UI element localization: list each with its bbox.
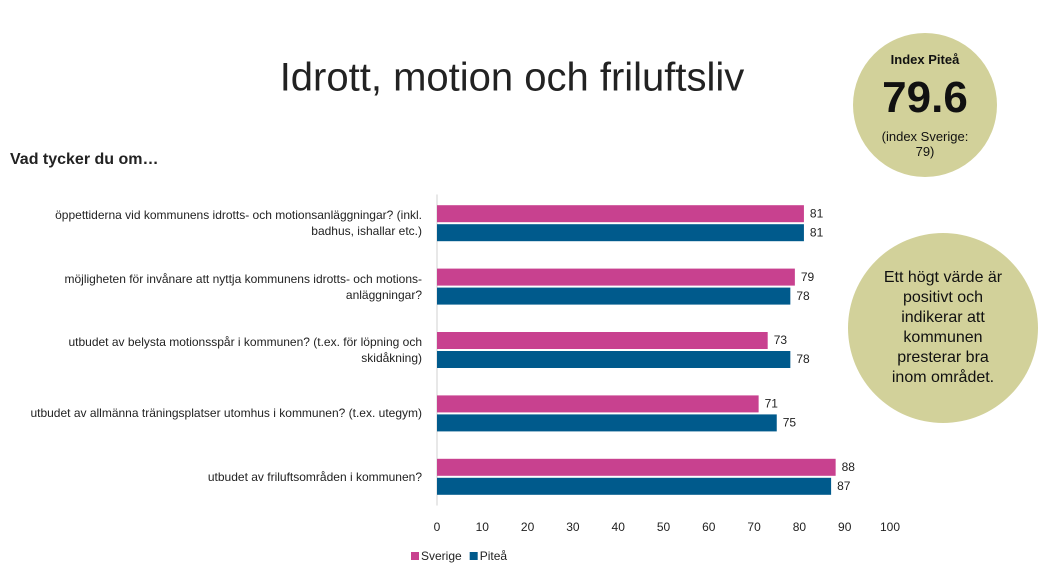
bar	[437, 332, 768, 349]
category-label: utbudet av friluftsområden i kommunen?	[207, 469, 422, 484]
data-label: 78	[796, 352, 810, 366]
x-tick-label: 30	[566, 520, 580, 534]
x-tick-label: 90	[838, 520, 852, 534]
index-value: 79.6	[882, 72, 968, 122]
x-tick-label: 60	[702, 520, 716, 534]
index-label: Index Piteå	[890, 51, 960, 67]
legend-swatch	[411, 552, 419, 560]
data-label: 78	[796, 289, 810, 303]
data-label: 73	[774, 333, 788, 347]
category-label: öppettiderna vid kommunens idrotts- och …	[55, 208, 422, 239]
data-label: 71	[765, 397, 779, 411]
data-label: 87	[837, 479, 851, 493]
note: Ett högt värde är positivt och indikerar…	[883, 269, 1003, 386]
x-tick-label: 70	[747, 520, 761, 534]
index-note: (index Sverige: 79)	[881, 128, 969, 159]
x-tick-label: 40	[612, 520, 626, 534]
bar	[437, 287, 791, 305]
x-tick-label: 10	[476, 520, 490, 534]
bar	[437, 414, 777, 432]
legend-swatch	[469, 552, 478, 560]
index-circle: Index Piteå 79.6 (index Sverige: 79)	[853, 33, 997, 177]
bar	[437, 205, 804, 223]
x-tick-label: 100	[880, 520, 900, 534]
data-label: 81	[810, 206, 824, 220]
x-tick-label: 50	[657, 520, 671, 534]
bar	[437, 224, 804, 242]
bar	[437, 351, 791, 368]
category-label: utbudet av belysta motionsspår i kommune…	[68, 335, 422, 365]
legend-label: Piteå	[480, 549, 508, 563]
data-label: 79	[801, 270, 815, 284]
x-tick-label: 80	[793, 520, 807, 534]
bar	[437, 268, 795, 286]
chart-subtitle: Vad tycker du om…	[10, 151, 159, 168]
bar	[437, 395, 759, 413]
legend-label: Sverige	[421, 549, 462, 563]
data-label: 75	[783, 416, 797, 430]
bar	[437, 477, 832, 495]
x-tick-label: 20	[521, 520, 535, 534]
category-label: möjligheten för invånare att nyttja komm…	[64, 271, 423, 302]
x-tick-label: 0	[434, 520, 441, 534]
data-label: 88	[842, 460, 856, 474]
category-label: utbudet av allmänna träningsplatser utom…	[30, 406, 422, 421]
bar	[437, 458, 836, 476]
chart-title: Idrott, motion och friluftsliv	[280, 56, 745, 100]
note-circle: Ett högt värde är positivt och indikerar…	[848, 233, 1038, 423]
data-label: 81	[810, 225, 824, 239]
